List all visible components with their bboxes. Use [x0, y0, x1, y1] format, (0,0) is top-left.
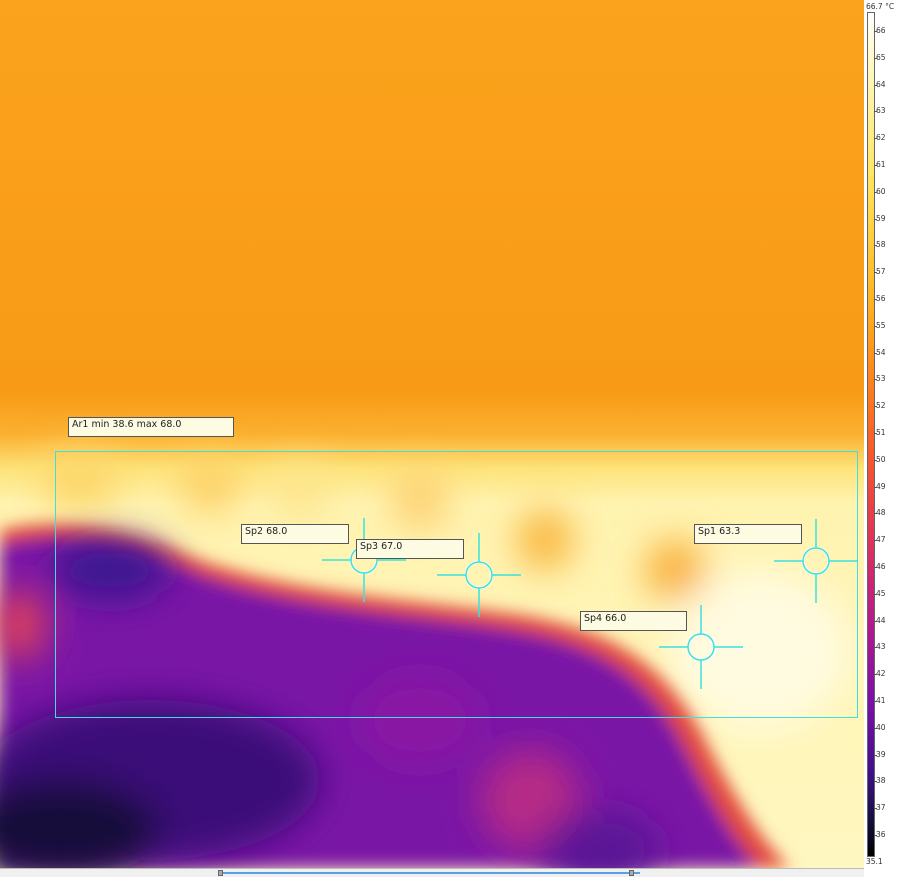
scale-tick-label: 53 [874, 374, 886, 384]
scale-tick-label: 46 [874, 562, 886, 571]
scale-tick-label: 42 [874, 669, 886, 679]
scale-tick-label: 64 [874, 79, 886, 89]
scale-tick-label: 38 [874, 776, 886, 786]
scale-tick-label: 52 [874, 401, 886, 411]
scale-tick-label: 36 [874, 830, 886, 839]
scale-tick-label: 61 [874, 160, 886, 169]
bottom-slider-bar[interactable] [0, 868, 864, 877]
scale-tick-label: 40 [874, 722, 886, 732]
slider-handle-left[interactable] [218, 870, 223, 876]
scale-tick-label: 54 [874, 347, 886, 357]
spot-markers [322, 518, 858, 689]
scale-tick-label: 41 [874, 696, 886, 705]
scale-tick-label: 45 [874, 588, 886, 598]
spot-sp1-label: Sp1 63.3 [694, 524, 802, 544]
scale-tick-label: 58 [874, 240, 886, 250]
thermal-background [0, 0, 864, 868]
area-ar1-label: Ar1 min 38.6 max 68.0 [68, 417, 234, 437]
scale-tick-label: 47 [874, 535, 886, 545]
scale-tick-label: 37 [874, 803, 886, 813]
scale-tick-label: 55 [874, 320, 886, 330]
spot-sp4-label: Sp4 66.0 [580, 611, 687, 631]
temperature-scale: 66.7 °C 66 65 64 63 62 61 60 59 58 57 56 55 54 53 52 51… [864, 0, 902, 877]
scale-tick-label: 49 [874, 481, 886, 491]
scale-tick-label: 60 [874, 186, 886, 196]
thermal-image: Ar1 min 38.6 max 68.0 Sp2 68.0 Sp3 67.0 … [0, 0, 864, 868]
scale-min-label: 35.1 [866, 857, 883, 866]
scale-tick-label: 51 [874, 428, 886, 437]
scale-tick-label: 62 [874, 133, 886, 143]
spot-sp4-marker[interactable] [659, 605, 743, 689]
spot-sp3-label: Sp3 67.0 [356, 539, 464, 559]
slider-handle-right[interactable] [629, 870, 634, 876]
scale-tick-label: 50 [874, 454, 886, 464]
scale-tick-label: 56 [874, 294, 886, 303]
area-ar1-rectangle[interactable] [55, 451, 858, 718]
scale-tick-label: 57 [874, 267, 886, 277]
spot-sp3-marker[interactable] [437, 533, 521, 617]
scale-tick-label: 66 [874, 26, 886, 35]
scale-tick-label: 43 [874, 642, 886, 652]
scale-color-bar [867, 12, 875, 857]
scale-tick-label: 39 [874, 749, 886, 759]
scale-tick-label: 48 [874, 508, 886, 518]
scale-tick-label: 59 [874, 213, 886, 223]
spot-sp2-label: Sp2 68.0 [241, 524, 349, 544]
spot-sp1-marker[interactable] [774, 519, 858, 603]
scale-tick-label: 65 [874, 52, 886, 62]
scale-max-label: 66.7 °C [866, 2, 895, 11]
scale-tick-label: 44 [874, 615, 886, 625]
scale-tick-label: 63 [874, 106, 886, 116]
slider-track[interactable] [220, 872, 640, 874]
